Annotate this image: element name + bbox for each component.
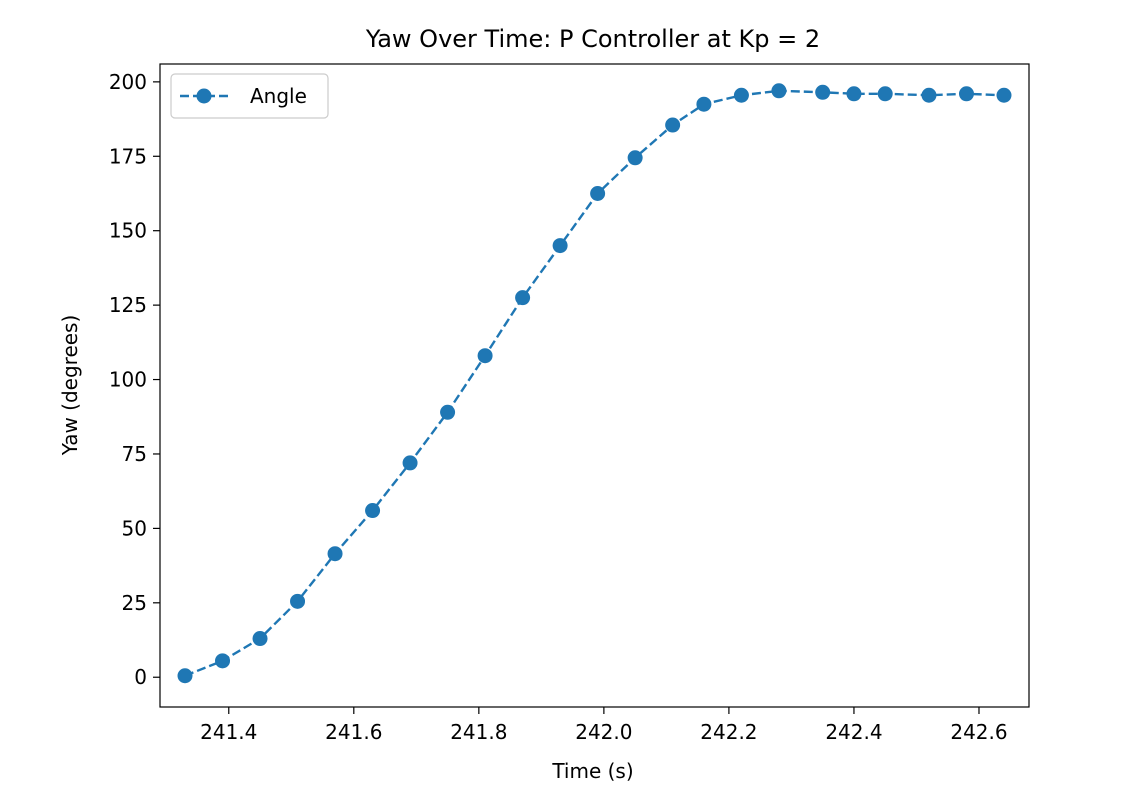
chart-title: Yaw Over Time: P Controller at Kp = 2 [365, 25, 820, 53]
data-point [665, 117, 681, 133]
data-point [290, 593, 306, 609]
data-point [958, 86, 974, 102]
x-tick-label: 241.4 [200, 720, 257, 744]
data-point [921, 87, 937, 103]
y-axis: 0 25 50 75 100 125 150 175 200 [109, 70, 160, 689]
x-tick-label: 241.6 [325, 720, 382, 744]
data-point [252, 631, 268, 647]
legend-marker-sample [196, 88, 212, 104]
y-tick-label: 175 [109, 144, 147, 168]
y-tick-label: 0 [134, 665, 147, 689]
plot-frame [159, 63, 1030, 708]
data-point [996, 87, 1012, 103]
data-point [733, 87, 749, 103]
data-point [696, 96, 712, 112]
data-point [477, 348, 493, 364]
y-tick-label: 75 [122, 442, 147, 466]
y-tick-label: 200 [109, 70, 147, 94]
data-point [552, 238, 568, 254]
data-point [177, 668, 193, 684]
data-point [327, 546, 343, 562]
data-point [771, 83, 787, 99]
x-tick-label: 242.4 [825, 720, 882, 744]
legend-label-angle: Angle [250, 84, 307, 108]
x-tick-label: 242.6 [950, 720, 1007, 744]
data-point [215, 653, 231, 669]
x-tick-label: 241.8 [450, 720, 507, 744]
y-tick-label: 100 [109, 368, 147, 392]
x-axis-label: Time (s) [551, 759, 633, 783]
legend-box [170, 73, 329, 119]
data-point [627, 150, 643, 166]
plot-area [159, 63, 1030, 708]
y-tick-label: 50 [122, 516, 147, 540]
y-axis-label: Yaw (degrees) [58, 315, 82, 457]
y-tick-label: 25 [122, 591, 147, 615]
data-point [365, 503, 381, 519]
series-layer [177, 83, 1012, 684]
legend: Angle [170, 73, 329, 119]
y-tick-label: 125 [109, 293, 147, 317]
x-axis: 241.4 241.6 241.8 242.0 242.2 242.4 242.6 [200, 707, 1008, 744]
data-point [815, 84, 831, 100]
data-point [515, 290, 531, 306]
data-point [440, 404, 456, 420]
data-point [402, 455, 418, 471]
x-tick-label: 242.0 [575, 720, 632, 744]
data-point [590, 185, 606, 201]
data-point [846, 86, 862, 102]
data-point [877, 86, 893, 102]
x-tick-label: 242.2 [700, 720, 757, 744]
y-tick-label: 150 [109, 219, 147, 243]
